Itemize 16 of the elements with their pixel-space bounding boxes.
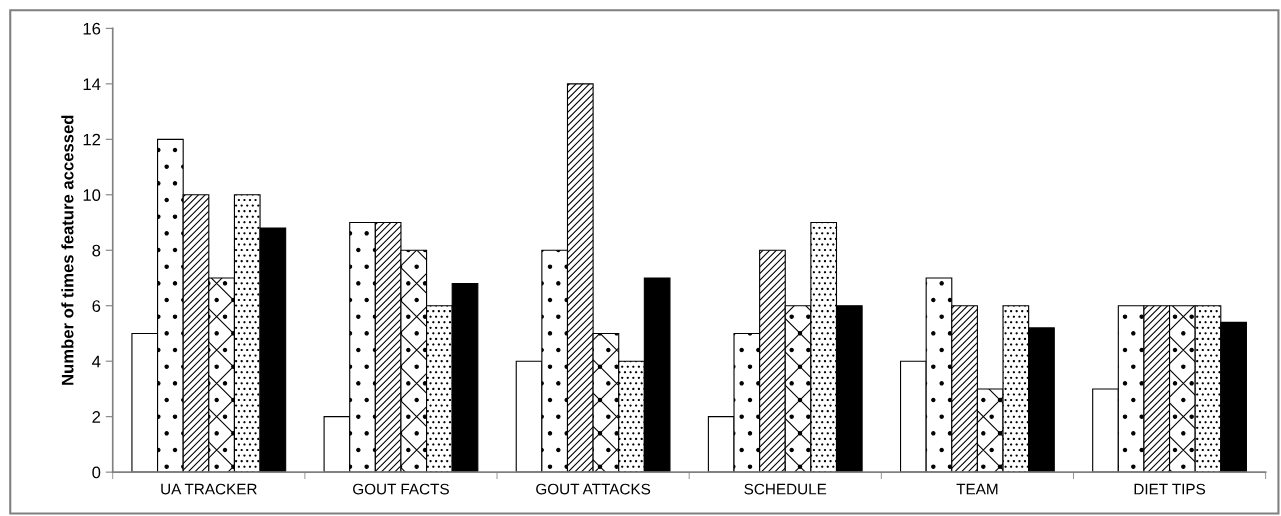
- y-axis-title: Number of times feature accessed: [61, 115, 74, 385]
- y-tick-label: 14: [83, 78, 101, 90]
- y-tick-label: 2: [92, 411, 101, 423]
- x-tick-label: UA TRACKER: [161, 483, 257, 495]
- y-tick-label: 4: [92, 355, 101, 368]
- x-tick-label: SCHEDULE: [744, 483, 827, 495]
- x-tick-label: TEAM: [956, 483, 998, 495]
- y-tick-label: 10: [83, 189, 101, 201]
- y-tick-label: 0: [92, 466, 101, 479]
- y-tick-label: 16: [83, 22, 101, 35]
- y-tick-label: 12: [83, 133, 101, 146]
- x-tick-label: DIET TIPS: [1134, 483, 1206, 495]
- y-tick-label: 8: [92, 244, 101, 257]
- x-tick-label: GOUT ATTACKS: [536, 483, 651, 495]
- x-tick-label: GOUT FACTS: [353, 483, 449, 495]
- y-tick-label: 6: [92, 300, 101, 312]
